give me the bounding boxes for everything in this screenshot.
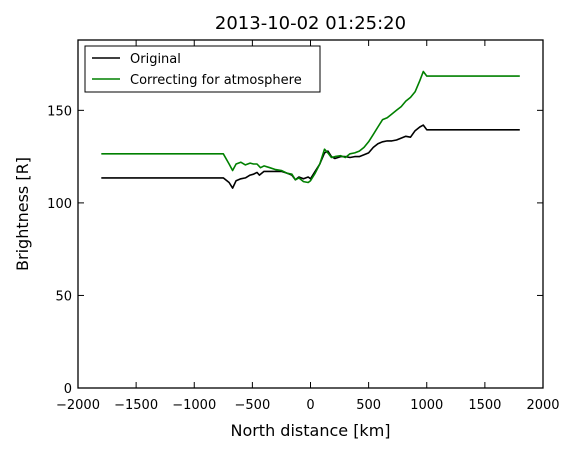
- x-tick-label: −1000: [172, 398, 216, 413]
- x-tick-label: 1000: [410, 398, 443, 413]
- series-line-0: [101, 124, 520, 189]
- x-axis-label: North distance [km]: [230, 421, 390, 440]
- y-axis-label: Brightness [R]: [13, 157, 32, 271]
- x-tick-label: 500: [356, 398, 381, 413]
- y-tick-label: 100: [47, 197, 72, 212]
- y-tick-label: 50: [55, 289, 72, 304]
- legend: Original Correcting for atmosphere: [84, 45, 321, 93]
- x-tick-label: −500: [235, 398, 271, 413]
- x-tick-label: 1500: [468, 398, 501, 413]
- legend-label-original: Original: [130, 52, 181, 67]
- x-tick-label: −1500: [114, 398, 158, 413]
- x-tick-label: 0: [306, 398, 314, 413]
- ticks-layer: −2000 −1500 −1000 −500 0 500 1000 1500 2000 0 50 10…: [47, 40, 560, 413]
- chart-title: 2013-10-02 01:25:20: [215, 13, 406, 34]
- legend-label-correcting: Correcting for atmosphere: [130, 73, 302, 88]
- y-tick-label: 150: [47, 104, 72, 119]
- series-line-1: [101, 70, 520, 184]
- x-tick-label: −2000: [56, 398, 100, 413]
- x-tick-label: 2000: [526, 398, 559, 413]
- series-layer: [101, 70, 520, 189]
- legend-box: [84, 45, 321, 93]
- y-tick-label: 0: [64, 382, 72, 397]
